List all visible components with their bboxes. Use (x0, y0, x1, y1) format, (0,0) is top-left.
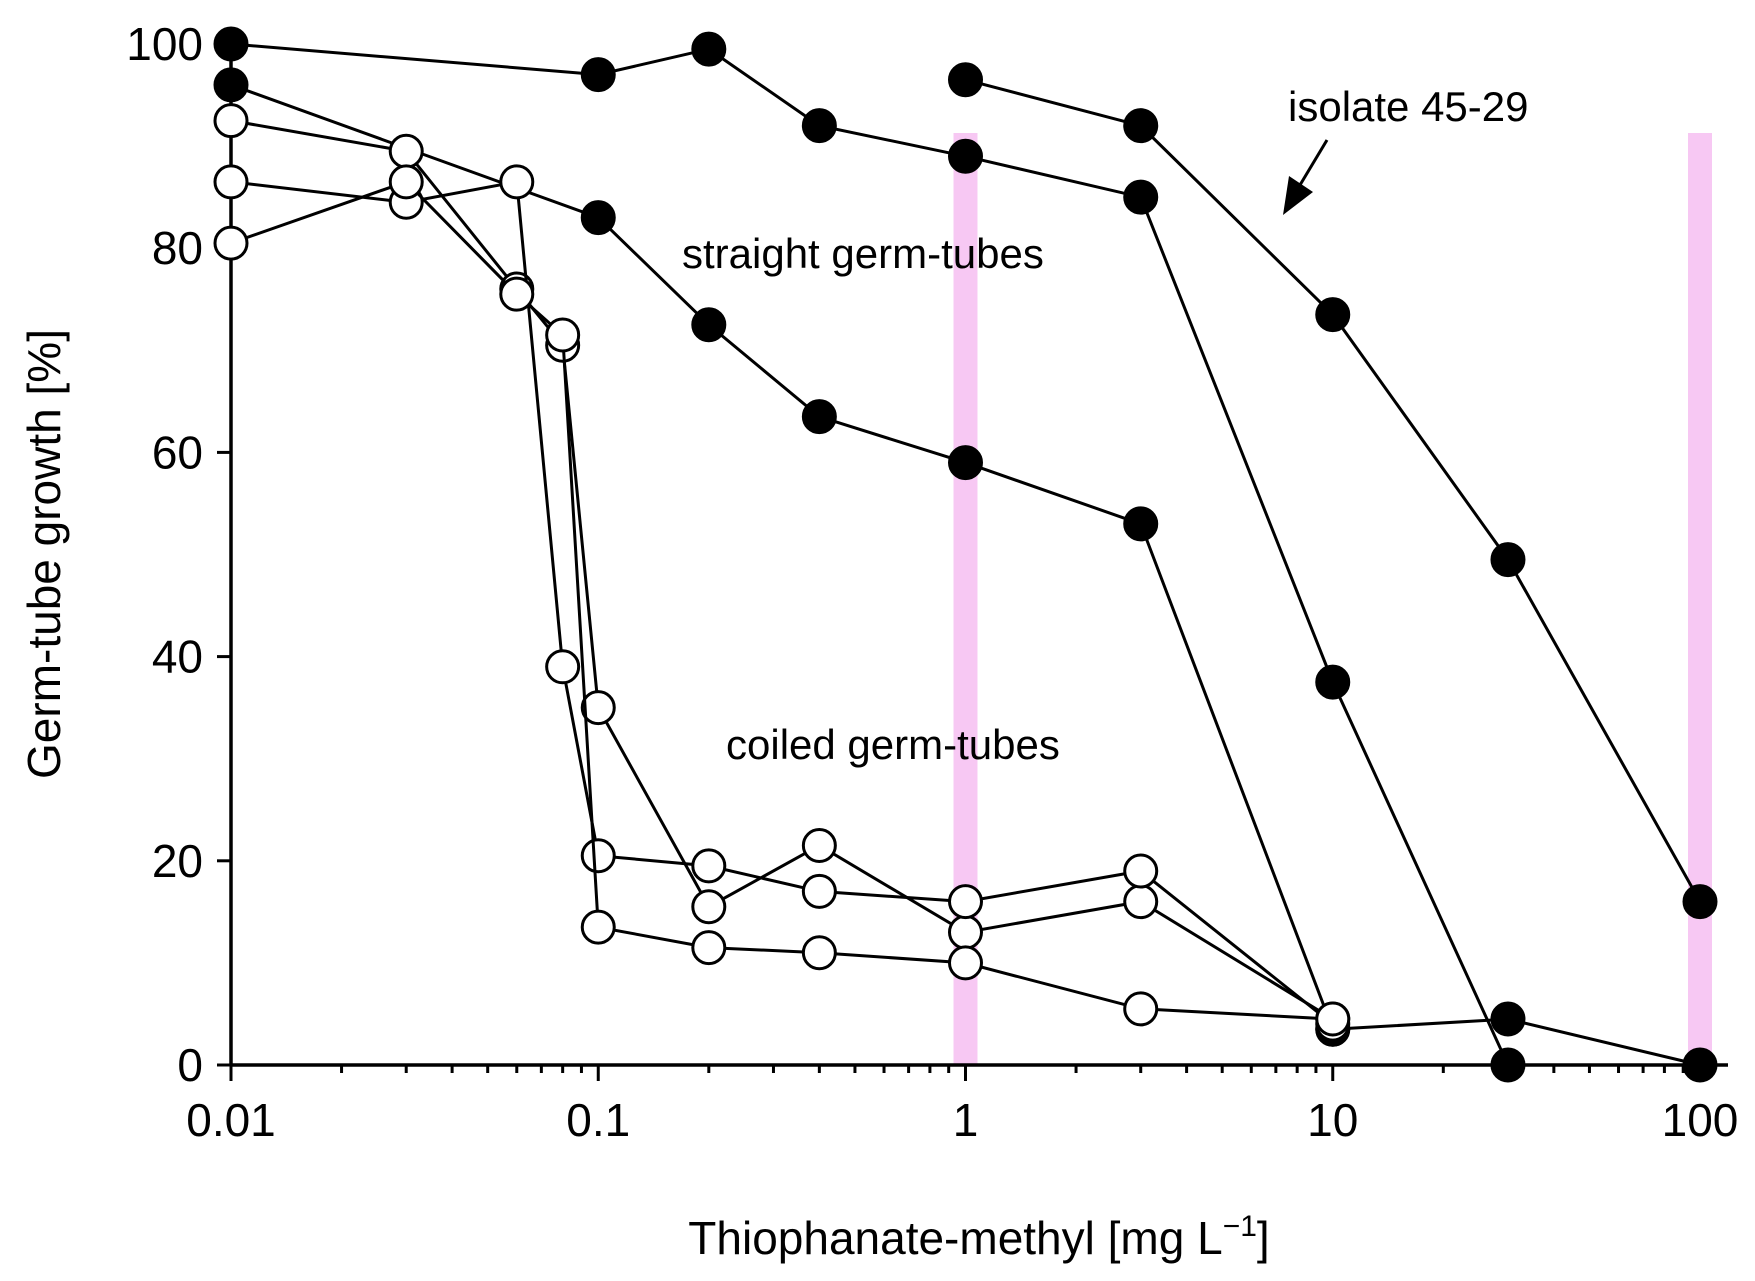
data-point (580, 200, 616, 236)
data-point (691, 889, 727, 925)
x-tick-label: 0.01 (186, 1094, 276, 1146)
series-line (230, 119, 1334, 1021)
data-point (1123, 506, 1159, 542)
data-point (499, 276, 535, 312)
data-point (213, 26, 249, 62)
data-point (801, 935, 837, 971)
series-1 (213, 67, 1351, 1047)
ticks: 0 20 40 60 80 100 0.01 0.1 1 10 100 (126, 18, 1738, 1146)
data-point (213, 225, 249, 261)
series (213, 26, 1718, 1083)
annotation-isolate: isolate 45-29 (1288, 83, 1529, 130)
data-point (691, 31, 727, 67)
y-tick-label: 100 (126, 18, 203, 70)
x-tick-label: 0.1 (566, 1094, 630, 1146)
data-point (948, 914, 983, 950)
data-point (1123, 853, 1159, 889)
data-point (1490, 1047, 1526, 1083)
data-point (948, 884, 983, 920)
data-point (1123, 884, 1159, 920)
x-axis-title: Thiophanate-methyl [mg L−1] (688, 1210, 1269, 1264)
data-point (213, 103, 249, 139)
data-point (388, 164, 424, 200)
data-point (948, 62, 983, 98)
data-point (691, 307, 727, 343)
y-tick-label: 60 (152, 426, 203, 478)
x-tick-label: 100 (1662, 1094, 1739, 1146)
data-point (499, 164, 535, 200)
data-point (388, 133, 424, 169)
y-tick-label: 40 (152, 631, 203, 683)
series-line (230, 83, 1335, 1030)
annotation-straight-germ-tubes: straight germ-tubes (682, 230, 1044, 277)
data-point (948, 138, 983, 174)
series-2 (948, 62, 1718, 920)
data-point (691, 930, 727, 966)
data-point (1315, 1001, 1351, 1037)
data-point (1490, 542, 1526, 578)
data-point (1315, 297, 1351, 333)
y-tick-label: 20 (152, 835, 203, 887)
data-point (213, 164, 249, 200)
data-point (948, 445, 983, 481)
highlight-bands (953, 133, 1712, 1065)
x-axis-title-superscript: −1 (1223, 1210, 1257, 1243)
x-tick-label: 10 (1307, 1094, 1358, 1146)
data-point (1315, 664, 1351, 700)
series-line (230, 180, 1334, 1026)
data-point (691, 848, 727, 884)
y-axis-title: Germ-tube growth [%] (18, 329, 70, 779)
axes (229, 44, 1728, 1067)
data-point (801, 108, 837, 144)
series-line (965, 78, 1702, 903)
data-point (1682, 1047, 1718, 1083)
x-axis-title-end: ] (1257, 1212, 1270, 1264)
y-tick-label: 80 (152, 222, 203, 274)
series-line (230, 180, 1333, 1021)
data-point (545, 649, 581, 685)
series-line (230, 42, 1510, 1066)
highlight-band-1 (1688, 133, 1712, 1065)
y-tick-label: 0 (177, 1039, 203, 1091)
series-6 (213, 164, 1351, 1037)
series-5 (213, 164, 1351, 1042)
data-point (801, 827, 837, 863)
data-point (1123, 108, 1159, 144)
data-point (1123, 179, 1159, 215)
data-point (580, 57, 616, 93)
data-point (580, 838, 616, 874)
isolate-arrow (1283, 139, 1329, 215)
series-0 (213, 26, 1526, 1083)
annotation-coiled-germ-tubes: coiled germ-tubes (726, 721, 1060, 768)
data-point (1123, 991, 1159, 1027)
data-point (801, 399, 837, 435)
data-point (580, 909, 616, 945)
data-point (1682, 884, 1718, 920)
data-point (801, 873, 837, 909)
data-point (1490, 1001, 1526, 1037)
data-point (545, 317, 581, 353)
x-tick-label: 1 (953, 1094, 979, 1146)
data-point (948, 945, 983, 981)
data-point (580, 690, 616, 726)
data-point (213, 67, 249, 103)
